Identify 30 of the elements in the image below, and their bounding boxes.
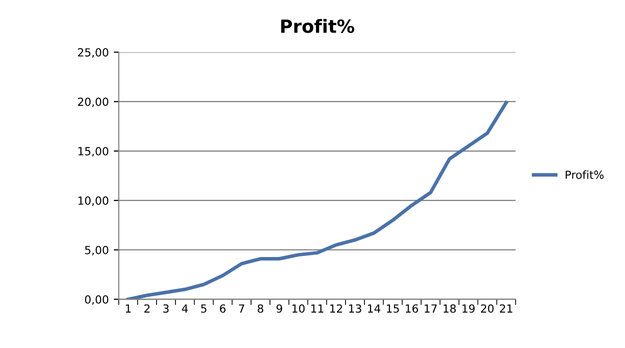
x-tick-label: 20 (481, 304, 494, 313)
x-tick-label: 3 (163, 304, 169, 313)
y-tick-label: 15,00 (78, 147, 108, 157)
x-tick-label: 5 (201, 304, 206, 313)
x-tick-label: 8 (258, 304, 264, 313)
y-tick-label: 0,00 (85, 295, 108, 305)
x-tick-label: 9 (276, 304, 282, 313)
chart-title: Profit% (281, 19, 354, 34)
x-tick-label: 6 (220, 304, 226, 313)
x-tick-label: 1 (126, 304, 131, 313)
line-series (126, 100, 508, 300)
x-tick-label: 12 (330, 304, 342, 313)
x-tick-label: 18 (444, 304, 456, 313)
x-tick-label: 15 (386, 304, 399, 313)
y-tick-label: 10,00 (78, 196, 108, 206)
x-tick-label: 13 (349, 304, 362, 313)
legend-label: Profit% (566, 170, 604, 179)
x-tick-label: 10 (292, 304, 305, 313)
x-tick-label: 21 (500, 304, 512, 313)
x-tick-label: 19 (462, 304, 475, 313)
y-tick-label: 25,00 (78, 48, 108, 58)
x-tick-label: 4 (182, 304, 188, 313)
x-tick-label: 14 (368, 304, 380, 313)
x-tick-label: 2 (144, 304, 150, 313)
y-tick-label: 5,00 (85, 246, 108, 256)
x-tick-label: 7 (238, 304, 244, 313)
x-tick-label: 16 (406, 304, 418, 313)
x-tick-label: 17 (424, 304, 437, 313)
y-tick-label: 20,00 (78, 98, 108, 108)
x-tick-label: 11 (311, 304, 324, 313)
